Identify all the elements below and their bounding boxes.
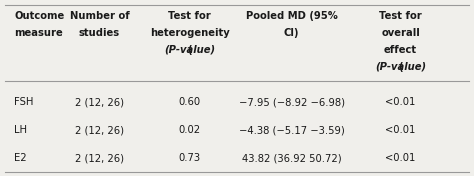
Text: (: ( (187, 45, 192, 55)
Text: heterogeneity: heterogeneity (150, 28, 229, 38)
Text: <0.01: <0.01 (385, 97, 416, 107)
Text: Test for: Test for (168, 11, 211, 21)
Text: 2 (12, 26): 2 (12, 26) (75, 153, 124, 163)
Text: LH: LH (14, 125, 27, 135)
Text: 2 (12, 26): 2 (12, 26) (75, 125, 124, 135)
Text: −4.38 (−5.17 −3.59): −4.38 (−5.17 −3.59) (238, 125, 345, 135)
Text: Pooled MD (95%: Pooled MD (95% (246, 11, 337, 21)
Text: (P-value): (P-value) (164, 45, 215, 55)
Text: overall: overall (381, 28, 420, 38)
Text: (P-value): (P-value) (375, 62, 426, 72)
Text: studies: studies (79, 28, 120, 38)
Text: Test for: Test for (379, 11, 422, 21)
Text: CI): CI) (284, 28, 299, 38)
Text: FSH: FSH (14, 97, 34, 107)
Text: 43.82 (36.92 50.72): 43.82 (36.92 50.72) (242, 153, 341, 163)
Text: 2 (12, 26): 2 (12, 26) (75, 97, 124, 107)
Text: <0.01: <0.01 (385, 153, 416, 163)
Text: effect: effect (384, 45, 417, 55)
Text: E2: E2 (14, 153, 27, 163)
Text: 0.60: 0.60 (179, 97, 201, 107)
Text: (: ( (398, 62, 403, 72)
Text: measure: measure (14, 28, 63, 38)
Text: Number of: Number of (70, 11, 129, 21)
Text: −7.95 (−8.92 −6.98): −7.95 (−8.92 −6.98) (238, 97, 345, 107)
Text: <0.01: <0.01 (385, 125, 416, 135)
Text: Outcome: Outcome (14, 11, 64, 21)
Text: 0.73: 0.73 (179, 153, 201, 163)
Text: 0.02: 0.02 (179, 125, 201, 135)
